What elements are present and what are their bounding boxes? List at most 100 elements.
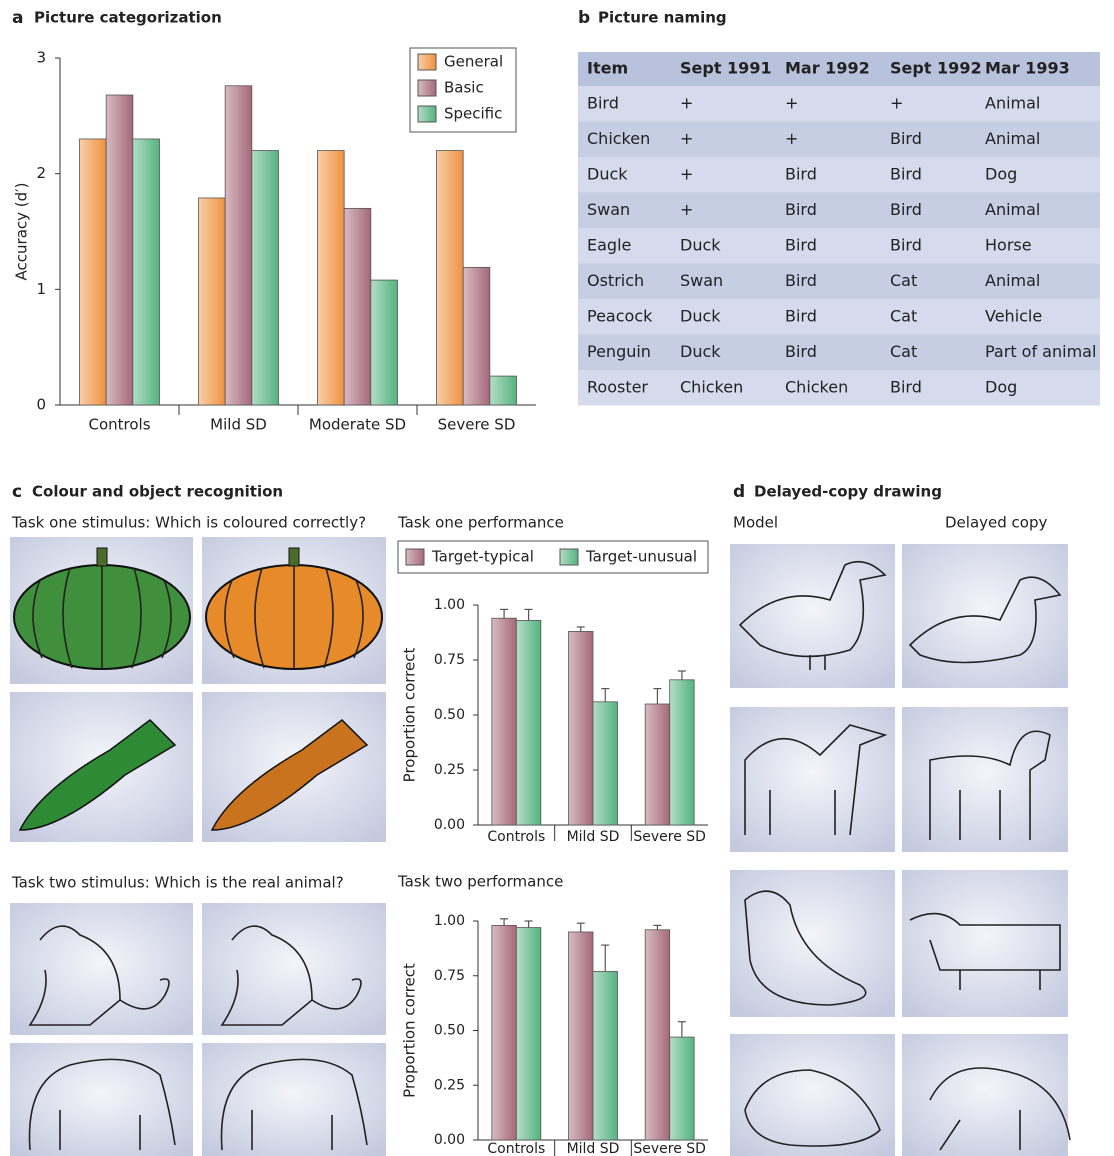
table-cell: Bird (890, 377, 922, 396)
y-axis-label: Accuracy (d′) (13, 183, 31, 281)
table-cell: Duck (680, 342, 721, 361)
table-cell: Bird (785, 164, 817, 183)
panel-title: Colour and object recognition (32, 483, 283, 501)
y-tick-label: 1 (36, 280, 46, 298)
image-panel (202, 1043, 386, 1156)
table-cell: Bird (785, 306, 817, 325)
table-row-bg (578, 157, 1100, 193)
table-cell: Vehicle (985, 306, 1042, 325)
legend-label: Specific (444, 105, 502, 123)
image-panel (730, 1034, 895, 1156)
bar (79, 138, 107, 406)
error-bar (500, 608, 509, 619)
x-tick-label: Controls (487, 829, 545, 845)
bar (568, 631, 594, 826)
panel-title: Delayed-copy drawing (754, 483, 942, 501)
table-header: Sept 1991 (680, 59, 772, 78)
table-row-bg (578, 370, 1100, 406)
pumpkin-stem (96, 547, 108, 567)
table-header: Mar 1993 (985, 59, 1070, 78)
error-bar (677, 670, 686, 680)
stimulus-images (10, 537, 386, 1156)
table-cell: Bird (890, 164, 922, 183)
y-tick-label: 0.75 (434, 968, 465, 984)
table-cell: Bird (890, 129, 922, 148)
bar (198, 197, 226, 406)
table-cell: Horse (985, 235, 1032, 254)
error-bar (677, 1021, 686, 1038)
table-cell: + (890, 93, 903, 112)
x-tick-label: Severe SD (633, 829, 706, 845)
image-panel (902, 1034, 1068, 1156)
table-cell: + (680, 93, 693, 112)
y-axis-label: Proportion correct (401, 963, 419, 1098)
table-cell: Eagle (587, 235, 631, 254)
x-tick-label: Controls (88, 416, 150, 434)
x-tick-label: Mild SD (567, 829, 620, 845)
legend-label: Basic (444, 79, 484, 97)
table-cell: Chicken (587, 129, 650, 148)
bar (669, 1036, 695, 1141)
seal-drawing (744, 890, 867, 1006)
chart: Task two performance Proportion correct 0.… (397, 873, 708, 1156)
table-cell: Duck (587, 164, 628, 183)
table-cell: Dog (985, 164, 1017, 183)
table-row-bg (578, 228, 1100, 264)
table-cell: Rooster (587, 377, 648, 396)
bar (132, 138, 160, 406)
drawing-images (730, 544, 1071, 1156)
table-cell: Animal (985, 129, 1040, 148)
legend-swatch (405, 548, 425, 566)
table-cell: Chicken (785, 377, 848, 396)
x-tick-label: Severe SD (633, 1141, 706, 1156)
bar (251, 150, 279, 406)
bar (370, 279, 398, 406)
table-cell: + (785, 129, 798, 148)
image-panel (10, 1043, 193, 1156)
panel-letter: c (12, 482, 22, 502)
table-cell: + (680, 200, 693, 219)
table-row-bg (578, 121, 1100, 157)
pumpkin-ribs (32, 565, 172, 669)
error-bar (653, 924, 662, 930)
error-bar (601, 687, 610, 702)
y-tick-label: 0.25 (434, 762, 465, 778)
table-cell: + (785, 93, 798, 112)
y-axis-label: Proportion correct (401, 648, 419, 783)
celery-orange (210, 719, 369, 831)
table-cell: Bird (587, 93, 619, 112)
image-panel (202, 903, 386, 1035)
panel-letter: a (12, 8, 23, 28)
y-tick-label: 0.50 (434, 707, 465, 723)
pumpkin-stem (288, 547, 300, 567)
bar (644, 929, 671, 1141)
seal-copy (909, 912, 1061, 990)
x-tick-label: Severe SD (438, 416, 516, 434)
bar (515, 927, 542, 1141)
bar (489, 375, 517, 406)
elephant-drawing (220, 1058, 368, 1151)
chart: a Picture categorization Accuracy (d′) 0 1 2 3… (12, 8, 536, 434)
y-tick-label: 1.00 (434, 597, 465, 613)
chart: Task one performance Proportion correct 0.… (397, 514, 709, 845)
caption: Task two stimulus: Which is the real ani… (11, 874, 344, 892)
table-cell: Bird (785, 342, 817, 361)
table-cell: + (680, 164, 693, 183)
bar (436, 150, 464, 406)
table-row-bg (578, 192, 1100, 228)
legend-box (397, 540, 709, 574)
y-tick-label: 0.75 (434, 652, 465, 668)
table-cell: Animal (985, 271, 1040, 290)
chart-title: Task one performance (397, 514, 564, 532)
x-tick-label: Mild SD (567, 1141, 620, 1156)
table-cell: Swan (680, 271, 723, 290)
panel-letter: d (733, 482, 745, 502)
naming-table: b Picture naming Item Sept 1991 Mar 1992 Se… (578, 8, 1100, 406)
error-bar (524, 920, 533, 928)
table-cell: Swan (587, 200, 630, 219)
chart-title: Task two performance (397, 873, 563, 891)
error-bar (500, 918, 509, 926)
table-cell: Part of animal (985, 342, 1096, 361)
column-label: Model (733, 514, 778, 532)
table-cell: Ostrich (587, 271, 644, 290)
